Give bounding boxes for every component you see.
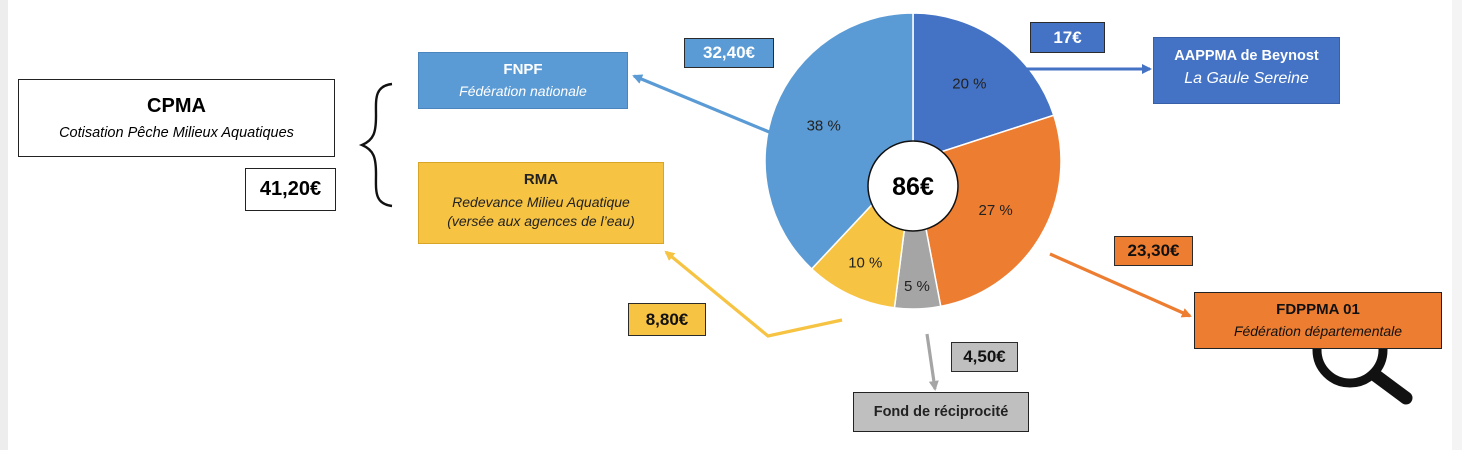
aappma-amount: 17€ [1030,22,1105,53]
pie-labels: 20 % 27 % 5 % 10 % 38 % [807,75,1013,295]
rma-subtitle-2: (versée aux agences de l’eau) [447,212,635,229]
arrow-fdppma [1049,252,1192,318]
pie-center-label: 86€ [892,173,934,201]
cpma-amount: 41,20€ [245,168,336,211]
fnpf-subtitle: Fédération nationale [459,82,587,99]
rma-subtitle: Redevance Milieu Aquatique [452,193,630,210]
arrow-rma [664,250,843,338]
pie-slice-label-fnpf: 38 % [807,118,841,135]
fdppma-box: FDPPMA 01 Fédération départementale [1194,292,1442,349]
cpma-box: CPMA Cotisation Pêche Milieux Aquatiques [18,79,335,157]
pie-slice-fnpf [764,12,914,270]
fnpf-box: FNPF Fédération nationale [418,52,628,109]
fdppma-amount: 23,30€ [1114,236,1193,266]
rma-amount: 8,80€ [628,303,706,336]
fdppma-title: FDPPMA 01 [1276,301,1360,318]
pie-slice-label-aappma: 20 % [952,75,986,92]
cpma-brace [358,82,393,208]
fdppma-subtitle: Fédération départementale [1233,322,1403,339]
pie-slice-aappma [912,12,1055,163]
pie-slice-label-rma: 10 % [848,254,882,271]
aappma-subtitle: La Gaule Sereine [1184,70,1309,88]
arrow-fond [925,333,939,391]
pie-center-circle [867,140,959,232]
aappma-box: AAPPMA de Beynost La Gaule Sereine [1153,37,1340,104]
left-edge-strip [0,0,8,450]
fond-box: Fond de réciprocité [853,392,1029,432]
pie-slice-label-fdppma: 27 % [978,202,1012,219]
rma-box: RMA Redevance Milieu Aquatique (versée a… [418,162,664,244]
rma-title: RMA [523,171,559,188]
cpma-title: CPMA [147,95,206,117]
arrow-fnpf [632,74,775,136]
aappma-title: AAPPMA de Beynost [1174,48,1319,64]
pie-slice-label-fond: 5 % [904,278,930,295]
cpma-subtitle: Cotisation Pêche Milieux Aquatiques [59,125,294,141]
fnpf-amount: 32,40€ [684,38,774,68]
fond-amount: 4,50€ [951,342,1018,372]
fnpf-title: FNPF [503,61,543,78]
right-edge-strip [1452,0,1462,450]
